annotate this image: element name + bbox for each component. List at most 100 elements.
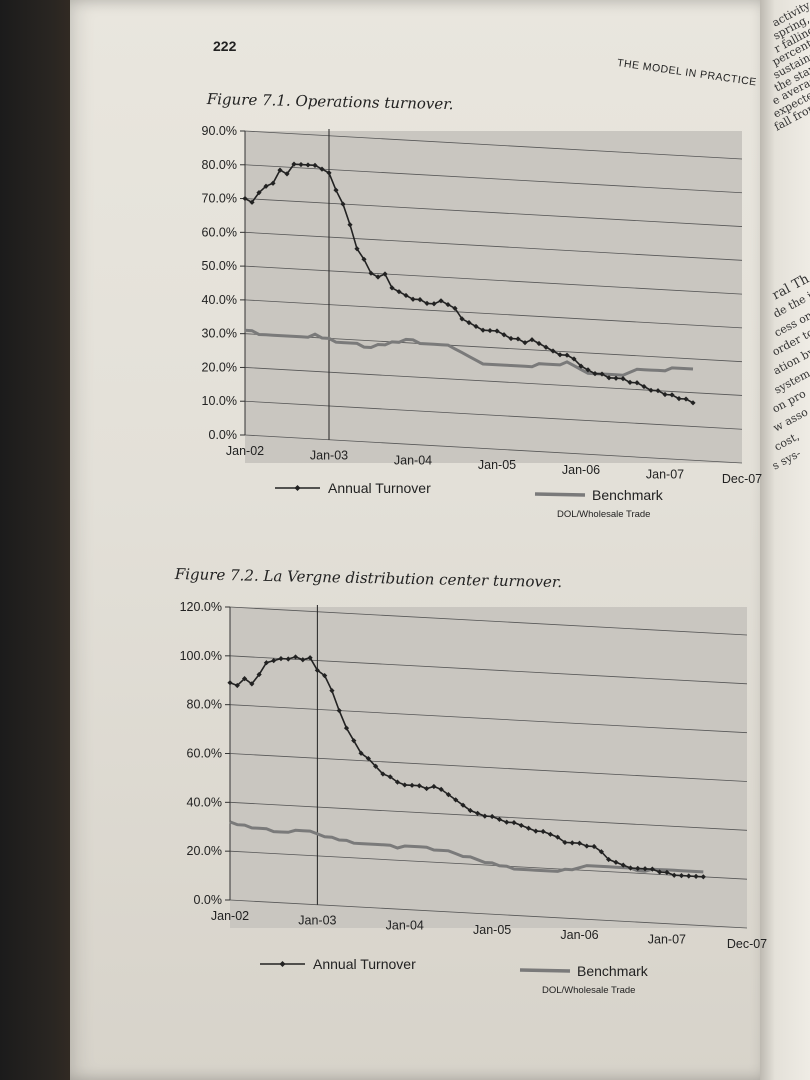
annual-turnover-point (533, 828, 539, 834)
annual-turnover-point (291, 161, 297, 167)
gridline (244, 400, 743, 430)
annual-turnover-point (627, 865, 634, 871)
gridline (229, 704, 748, 734)
annual-turnover-point (648, 387, 654, 393)
annual-turnover-point (284, 171, 290, 177)
legend-annual-marker (279, 961, 286, 967)
annual-turnover-point (298, 161, 304, 168)
annual-turnover-point (555, 834, 561, 840)
annual-turnover-point (518, 822, 524, 829)
annual-turnover-point (234, 682, 240, 689)
annual-turnover-point (305, 162, 311, 168)
annual-turnover-point (536, 340, 542, 347)
annual-turnover-point (249, 199, 255, 205)
gridline (229, 655, 748, 685)
legend-benchmark-swatch (534, 492, 586, 497)
gridline (244, 164, 743, 194)
x-tick-label: Jan-07 (648, 933, 686, 947)
annual-turnover-point (592, 371, 598, 377)
annual-turnover-point (641, 383, 647, 390)
annual-turnover-point (263, 183, 269, 189)
annual-turnover-point (634, 380, 640, 386)
annual-turnover-point (613, 859, 619, 865)
annual-turnover-point (482, 813, 488, 819)
legend-benchmark-swatch (519, 968, 571, 973)
annual-turnover-point (642, 866, 648, 872)
x-tick-label: Jan-03 (298, 914, 336, 928)
annual-turnover-point (416, 783, 422, 789)
x-tick-label: Dec-07 (727, 937, 767, 951)
annual-turnover-point (424, 300, 430, 306)
y-tick-label: 10.0% (202, 394, 237, 408)
gridline (244, 198, 743, 227)
annual-turnover-point (333, 187, 339, 193)
annual-turnover-point (557, 352, 563, 358)
annual-turnover-point (249, 681, 255, 687)
annual-turnover-point (347, 222, 353, 228)
x-tick-label: Dec-07 (722, 472, 762, 486)
annual-turnover-point (417, 297, 423, 303)
gridline (229, 850, 748, 880)
annual-turnover-point (445, 301, 451, 308)
annual-turnover-point (671, 872, 677, 878)
legend-annual-label: Annual Turnover (328, 480, 431, 496)
annual-turnover-point (329, 688, 335, 694)
y-tick-label: 30.0% (202, 327, 237, 341)
annual-turnover-point (620, 376, 626, 382)
annual-turnover-point (365, 755, 371, 762)
gridline (244, 299, 743, 329)
annual-turnover-point (599, 371, 605, 377)
y-tick-label: 70.0% (202, 192, 237, 206)
annual-turnover-point (375, 274, 381, 280)
gridline (229, 606, 748, 636)
x-tick-label: Jan-04 (386, 918, 424, 932)
annual-turnover-point (564, 352, 570, 358)
y-tick-label: 50.0% (202, 259, 237, 273)
annual-turnover-point (326, 170, 332, 176)
annual-turnover-point (606, 375, 612, 381)
annual-turnover-point (431, 301, 437, 307)
annual-turnover-point (525, 825, 532, 831)
annual-turnover-point (547, 831, 553, 837)
x-tick-label: Jan-07 (646, 468, 684, 482)
annual-turnover-point (678, 873, 685, 879)
annual-turnover-point (562, 839, 568, 846)
legend-benchmark-label: Benchmark (592, 487, 664, 503)
annual-turnover-point (336, 707, 342, 714)
y-tick-label: 0.0% (194, 893, 223, 907)
annual-turnover-point (693, 873, 699, 880)
legend-benchmark-source: DOL/Wholesale Trade (542, 985, 635, 996)
annual-turnover-point (669, 392, 675, 398)
x-tick-label: Jan-02 (211, 909, 249, 923)
annual-turnover-point (394, 779, 401, 785)
annual-turnover-point (445, 792, 452, 798)
x-tick-label: Jan-06 (562, 463, 600, 477)
annual-turnover-point (396, 289, 402, 295)
x-tick-label: Jan-05 (478, 458, 516, 472)
annual-turnover-point (368, 270, 374, 276)
legend-benchmark-label: Benchmark (577, 963, 649, 979)
legend-annual-marker (294, 485, 301, 491)
figure-7-2-chart: 120.0% 100.0% 80.0% 60.0% 40.0% 20.0% 0.0% Jan-… (180, 600, 768, 996)
annual-turnover-point (655, 388, 661, 394)
annual-turnover-point (635, 865, 641, 871)
annual-turnover-point (382, 271, 388, 277)
y-tick-label: 90.0% (202, 124, 237, 138)
y-tick-label: 40.0% (202, 293, 237, 307)
annual-turnover-point (403, 292, 409, 299)
gridline (244, 434, 743, 464)
annual-turnover-point (613, 375, 619, 381)
y-tick-label: 80.0% (202, 158, 237, 172)
annual-turnover-point (263, 660, 270, 666)
annual-turnover-point (606, 856, 612, 863)
gridline (244, 130, 743, 160)
annual-turnover-point (256, 189, 262, 196)
y-tick-label: 0.0% (209, 428, 238, 442)
annual-turnover-point (277, 167, 283, 173)
annual-turnover-point (690, 400, 696, 406)
annual-turnover-point (453, 797, 459, 803)
x-tick-label: Jan-02 (226, 444, 264, 458)
plot-area (245, 131, 742, 463)
annual-turnover-point (576, 840, 583, 846)
annual-turnover-point (569, 840, 575, 846)
